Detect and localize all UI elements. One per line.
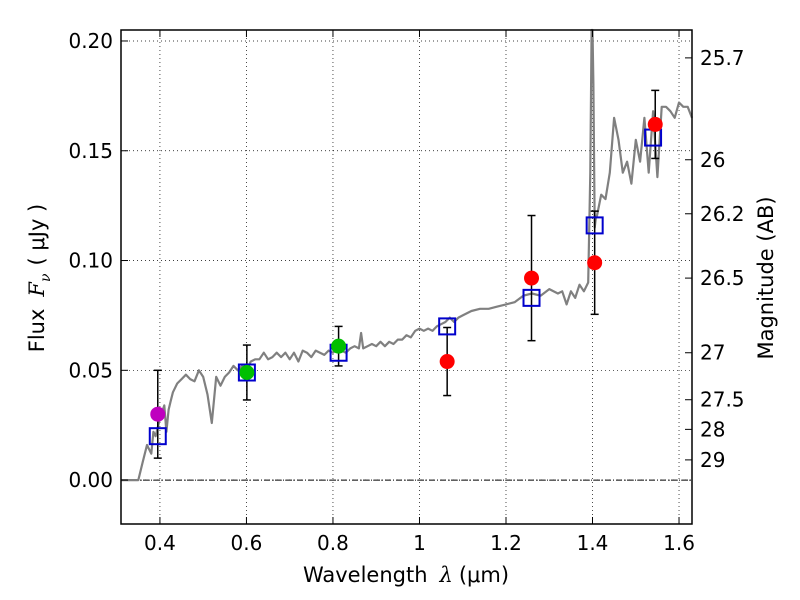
observed-photometry-point [439,354,455,370]
observed-photometry-point [239,365,255,381]
magnitude-tick-label: 27.5 [700,388,745,412]
x-tick-label: 1 [413,531,426,555]
x-tick-label: 0.4 [144,531,176,555]
magnitude-tick-label: 26.2 [700,202,745,226]
x-axis-label: Wavelength λ (μm) [303,563,509,587]
model-photometry-square [522,288,541,307]
magnitude-tick-label: 28 [700,417,725,441]
model-spectrum-line [121,28,694,482]
y-axis-ticks: 0.00 0.05 0.10 0.15 0.20 [68,29,128,492]
magnitude-tick-label: 25.7 [700,46,745,70]
y-tick-label: 0.10 [68,249,113,273]
synthetic-photometry-markers [148,128,663,446]
magnitude-tick-label: 26 [700,148,725,172]
magnitude-axis-label: Magnitude (AB) [754,196,778,359]
model-photometry-square [585,216,604,235]
y-tick-label: 0.00 [68,468,113,492]
magnitude-tick-label: 26.5 [700,266,745,290]
observed-photometry-point [647,116,663,132]
y-tick-label: 0.20 [68,29,113,53]
plot-frame [120,29,693,525]
magnitude-tick-label: 27 [700,341,725,365]
observed-photometry-point [524,270,540,286]
observed-photometry-point [150,406,166,422]
x-tick-label: 1.4 [577,531,609,555]
y-axis-label: FluxFν( μJy ) [25,204,54,352]
observed-photometry-markers [150,116,663,422]
observed-photometry-point [587,255,603,271]
observed-photometry-point [331,338,347,354]
y-tick-label: 0.15 [68,139,113,163]
x-tick-label: 1.6 [663,531,695,555]
model-photometry-square [438,317,457,336]
y-tick-label: 0.05 [68,358,113,382]
x-axis-ticks: 0.4 0.6 0.8 1 1.2 1.4 1.6 [144,30,695,555]
magnitude-tick-label: 29 [700,448,725,472]
model-photometry-square [237,363,256,382]
x-tick-label: 0.8 [317,531,349,555]
x-tick-label: 1.2 [490,531,522,555]
model-photometry-square [148,427,167,446]
magnitude-axis-ticks: 25.7 26 26.2 26.5 27 27.5 28 29 [685,46,745,472]
x-tick-label: 0.6 [231,531,263,555]
